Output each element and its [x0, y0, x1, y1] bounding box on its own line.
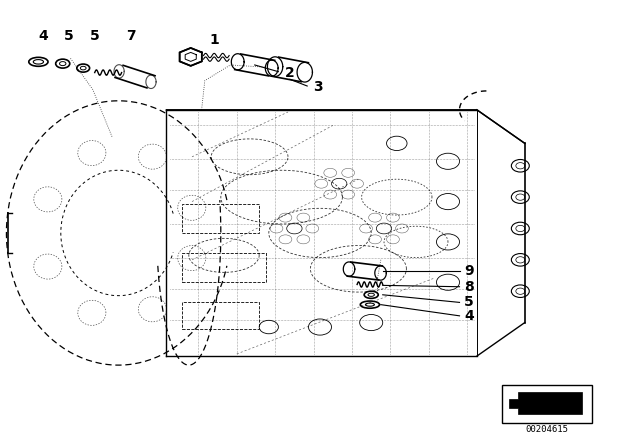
Text: 1: 1	[209, 33, 220, 47]
Text: 8: 8	[464, 280, 474, 294]
Text: 3: 3	[314, 80, 323, 95]
Bar	[182, 253, 266, 282]
Bar	[502, 385, 592, 423]
Polygon shape	[180, 48, 202, 66]
Text: 2: 2	[285, 65, 294, 80]
Text: 4: 4	[464, 309, 474, 323]
Text: 7: 7	[126, 29, 136, 43]
Text: 9: 9	[464, 264, 474, 278]
Text: 00204615: 00204615	[525, 425, 569, 434]
Bar	[182, 302, 259, 329]
Text: 4: 4	[38, 29, 49, 43]
Text: 5: 5	[64, 29, 74, 43]
Text: 5: 5	[464, 295, 474, 310]
Polygon shape	[509, 392, 582, 414]
Text: 5: 5	[90, 29, 100, 43]
Bar	[182, 204, 259, 233]
